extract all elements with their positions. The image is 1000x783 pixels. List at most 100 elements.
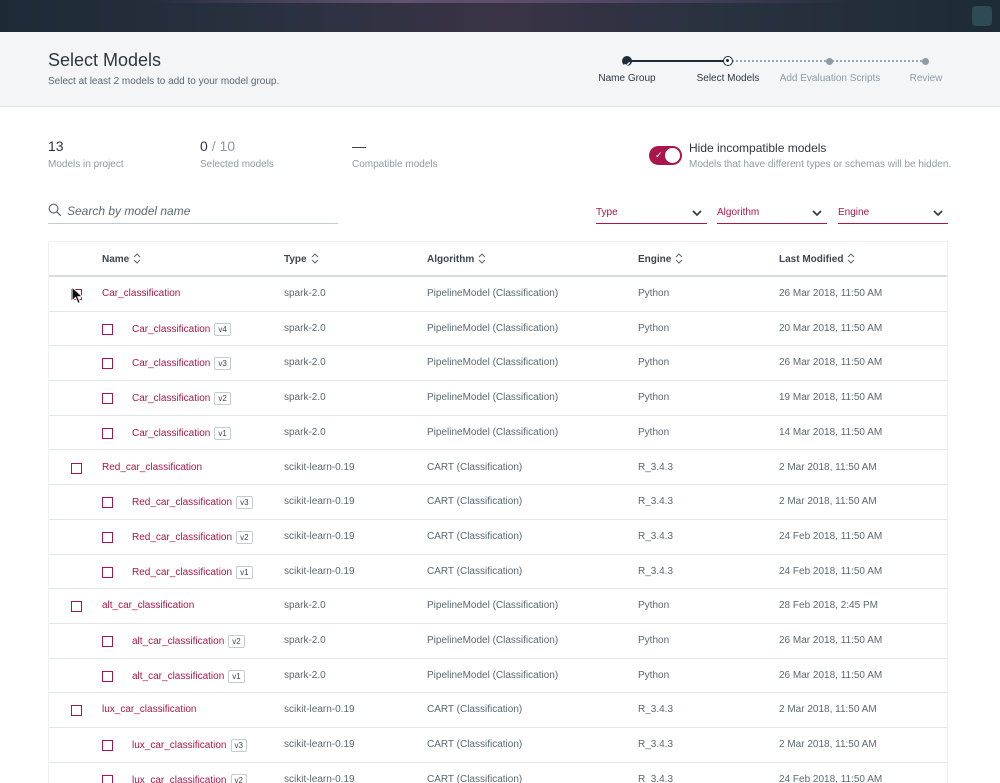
cell-engine: Python xyxy=(638,600,670,612)
table-row[interactable]: Car_classification spark-2.0 PipelineModel… xyxy=(49,277,947,312)
model-name[interactable]: lux_car_classification v3 xyxy=(132,739,247,753)
cell-engine: R_3.4.3 xyxy=(638,773,674,783)
models-table: Name Type Algorithm Engine Last Modified… xyxy=(48,241,948,783)
cell-last-modified: 19 Mar 2018, 11:50 AM xyxy=(779,392,883,404)
version-badge: v3 xyxy=(214,357,231,371)
row-checkbox[interactable] xyxy=(102,393,113,405)
column-label: Type xyxy=(284,254,307,265)
row-checkbox[interactable] xyxy=(102,358,113,370)
cell-engine: Python xyxy=(638,392,670,404)
column-header-name[interactable]: Name xyxy=(102,253,141,265)
cell-last-modified: 2 Mar 2018, 11:50 AM xyxy=(779,461,877,473)
cell-last-modified: 26 Mar 2018, 11:50 AM xyxy=(779,635,883,646)
cell-type: spark-2.0 xyxy=(284,635,326,646)
sort-icon xyxy=(133,253,141,264)
step-label-name-group[interactable]: Name Group xyxy=(598,73,656,84)
cell-algorithm: PipelineModel (Classification) xyxy=(427,426,559,438)
table-row[interactable]: alt_car_classification v1 spark-2.0 Pipelin… xyxy=(49,658,947,694)
model-name-text: Car_classification xyxy=(132,393,211,405)
row-checkbox[interactable] xyxy=(102,566,113,578)
model-name[interactable]: alt_car_classification xyxy=(102,600,194,611)
row-checkbox[interactable] xyxy=(102,670,113,682)
model-name[interactable]: Car_classification xyxy=(102,288,180,299)
table-row[interactable]: lux_car_classification v3 scikit-learn-0.1… xyxy=(49,728,947,763)
table-row[interactable]: Car_classification v4 spark-2.0 PipelineMod… xyxy=(49,311,947,347)
step-label-add-evaluation-scripts[interactable]: Add Evaluation Scripts xyxy=(779,73,881,84)
table-row[interactable]: Red_car_classification v1 scikit-learn-0.1… xyxy=(49,554,947,590)
model-name[interactable]: lux_car_classification v2 xyxy=(132,773,247,783)
selected-total: / 10 xyxy=(211,138,236,154)
step-label-select-models[interactable]: Select Models xyxy=(696,73,760,84)
row-checkbox[interactable] xyxy=(102,740,113,752)
table-row[interactable]: Red_car_classification v3 scikit-learn-0.1… xyxy=(49,485,947,520)
cell-last-modified: 28 Feb 2018, 2:45 PM xyxy=(779,600,878,612)
column-header-last-modified[interactable]: Last Modified xyxy=(779,253,855,265)
search-input[interactable] xyxy=(67,201,332,221)
column-label: Name xyxy=(102,254,130,265)
row-checkbox[interactable] xyxy=(102,531,113,543)
table-row[interactable]: alt_car_classification v2 spark-2.0 Pipelin… xyxy=(49,624,947,659)
stat-selected-models: 0 / 10 Selected models xyxy=(200,138,274,170)
model-name[interactable]: Car_classification v2 xyxy=(132,392,231,406)
version-badge: v1 xyxy=(214,426,231,440)
filter-label: Algorithm xyxy=(717,207,760,218)
row-checkbox[interactable] xyxy=(71,462,82,474)
column-header-type[interactable]: Type xyxy=(284,253,319,265)
model-name[interactable]: Car_classification v1 xyxy=(132,426,231,440)
page-header: Select Models Select at least 2 models t… xyxy=(0,32,1000,107)
row-checkbox[interactable] xyxy=(102,636,113,647)
cell-last-modified: 14 Mar 2018, 11:50 AM xyxy=(779,426,883,438)
sort-icon xyxy=(675,253,683,264)
table-row[interactable]: Red_car_classification v2 scikit-learn-0.1… xyxy=(49,519,947,555)
table-row[interactable]: lux_car_classification scikit-learn-0.19 C… xyxy=(49,693,947,729)
cell-type: scikit-learn-0.19 xyxy=(284,496,355,508)
model-name[interactable]: Car_classification v3 xyxy=(132,357,231,371)
row-checkbox[interactable] xyxy=(102,323,113,335)
table-row[interactable]: alt_car_classification spark-2.0 PipelineM… xyxy=(49,589,947,624)
stat-label: Selected models xyxy=(200,159,274,170)
cell-algorithm: CART (Classification) xyxy=(427,565,523,577)
row-checkbox[interactable] xyxy=(102,497,113,509)
cell-engine: R_3.4.3 xyxy=(638,739,674,751)
model-name[interactable]: alt_car_classification v1 xyxy=(132,669,245,683)
table-row[interactable]: Car_classification v1 spark-2.0 PipelineMod… xyxy=(49,415,947,451)
model-name-text: Red_car_classification xyxy=(102,461,203,473)
cell-engine: Python xyxy=(638,669,670,681)
filter-type[interactable]: Type xyxy=(596,205,707,224)
row-checkbox[interactable] xyxy=(71,705,82,717)
model-name[interactable]: Car_classification v4 xyxy=(132,322,231,336)
cell-algorithm: PipelineModel (Classification) xyxy=(427,669,559,681)
model-name[interactable]: alt_car_classification v2 xyxy=(132,635,245,648)
model-name[interactable]: Red_car_classification xyxy=(102,462,202,473)
toggle-description: Models that have different types or sche… xyxy=(689,159,952,170)
cell-algorithm: PipelineModel (Classification) xyxy=(427,288,559,299)
model-name[interactable]: lux_car_classification xyxy=(102,704,197,715)
model-name[interactable]: Red_car_classification v2 xyxy=(132,530,253,544)
table-row[interactable]: lux_car_classification v2 scikit-learn-0.1… xyxy=(49,762,947,783)
step-label-review[interactable]: Review xyxy=(909,73,943,84)
cell-engine: Python xyxy=(638,288,670,299)
filter-algorithm[interactable]: Algorithm xyxy=(717,205,827,224)
model-name[interactable]: Red_car_classification v3 xyxy=(132,496,253,510)
table-row[interactable]: Car_classification v2 spark-2.0 PipelineMod… xyxy=(49,381,947,416)
hide-incompatible-toggle[interactable]: ✓ xyxy=(649,146,682,165)
cell-type: spark-2.0 xyxy=(284,426,326,438)
cell-algorithm: PipelineModel (Classification) xyxy=(427,600,559,612)
filter-engine[interactable]: Engine xyxy=(838,205,948,224)
column-header-engine[interactable]: Engine xyxy=(638,253,683,265)
cell-type: spark-2.0 xyxy=(284,322,326,334)
row-checkbox[interactable] xyxy=(71,601,82,613)
model-name[interactable]: Red_car_classification v1 xyxy=(132,565,253,579)
model-name-text: Car_classification xyxy=(132,323,211,335)
version-badge: v1 xyxy=(228,669,245,683)
cell-type: spark-2.0 xyxy=(284,288,326,299)
top-bar-corner-button[interactable] xyxy=(972,6,992,26)
column-header-algorithm[interactable]: Algorithm xyxy=(427,253,486,265)
table-row[interactable]: Car_classification v3 spark-2.0 PipelineMod… xyxy=(49,346,947,382)
row-checkbox[interactable] xyxy=(102,774,113,783)
table-row[interactable]: Red_car_classification scikit-learn-0.19 C… xyxy=(49,450,947,486)
cell-type: scikit-learn-0.19 xyxy=(284,773,355,783)
row-checkbox[interactable] xyxy=(102,427,113,439)
model-name-text: Car_classification xyxy=(102,288,181,299)
sort-icon xyxy=(848,253,855,264)
